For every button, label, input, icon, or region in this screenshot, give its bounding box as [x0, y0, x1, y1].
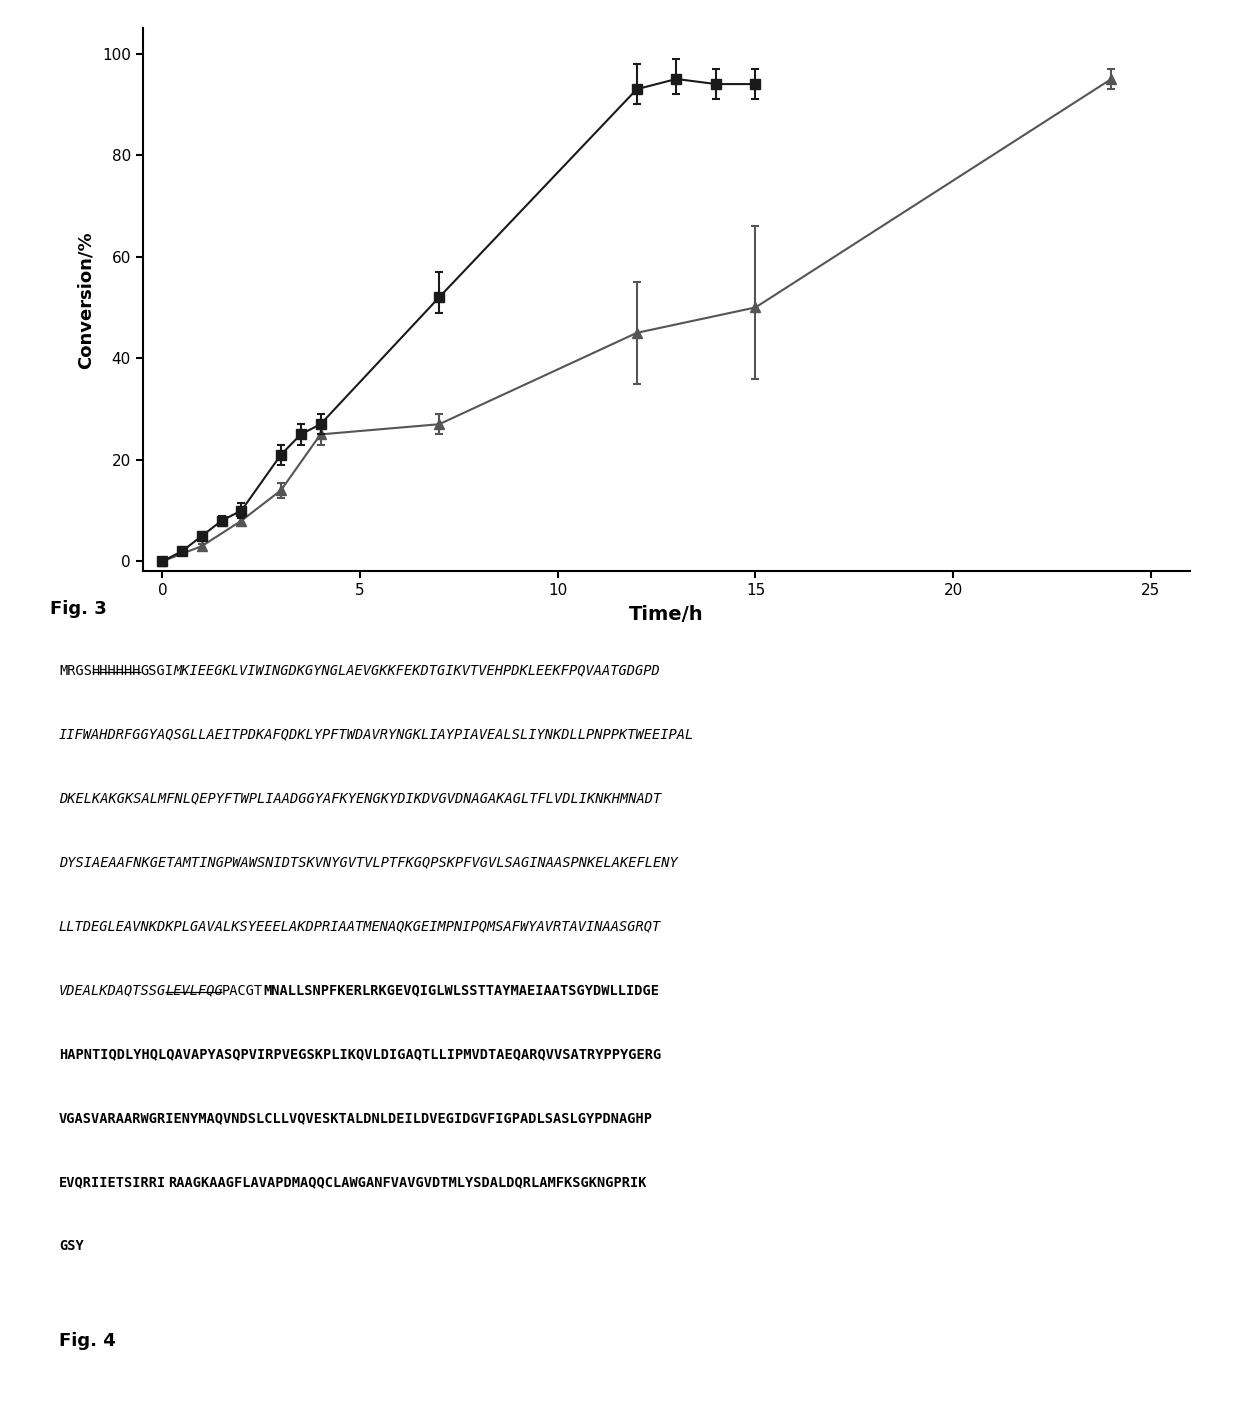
Y-axis label: Conversion/%: Conversion/% — [77, 231, 95, 368]
Text: HAPNTIQDLYHQLQAVAPYASQPVIRPVEGSKPLIKQVLDIGAQTLLIPMVDTAEQARQVVSATRYPPYGERG: HAPNTIQDLYHQLQAVAPYASQPVIRPVEGSKPLIKQVLD… — [60, 1047, 661, 1061]
Text: DKELKAKGKSALMFNLQEPYFTWPLIAADGGYAFKYENGKYDIKDVGVDNAGAKAGLTFLVDLIKNKHMNADT: DKELKAKGKSALMFNLQEPYFTWPLIAADGGYAFKYENGK… — [60, 792, 661, 806]
Text: PACGT: PACGT — [222, 983, 263, 998]
Text: VGASVARAARWGRIENYMAQVNDSLCLLVQVESKTALDNLDEILDVEGIDGVFIGPADLSASLGYPDNAGHP: VGASVARAARWGRIENYMAQVNDSLCLLVQVESKTALDNL… — [60, 1112, 653, 1126]
Text: Fig. 3: Fig. 3 — [50, 600, 107, 618]
Text: LEVLFQG: LEVLFQG — [165, 983, 223, 998]
X-axis label: Time/h: Time/h — [629, 605, 704, 624]
Text: Fig. 4: Fig. 4 — [60, 1332, 115, 1350]
Text: RAAGKAAGFLAVAPDMAQQCLAWGANFVAVGVDTMLYSDALDQRLAMFKSGKNGPRIK: RAAGKAAGFLAVAPDMAQQCLAWGANFVAVGVDTMLYSDA… — [169, 1175, 646, 1189]
Text: IIFWAHDRFGGYAQSGLLAEITPDKAFQDKLYPFTWDAVRYNGKLIAYPIAVEALSLIYNKDLLPNPPKTWEEIPAL: IIFWAHDRFGGYAQSGLLAEITPDKAFQDKLYPFTWDAVR… — [60, 728, 694, 742]
Text: LLTDEGLEAVNKDKPLGAVALKSYEEELAKDPRIAATMENAQKGEIMPNIPQMSAFWYAVRTAVINAASGRQT: LLTDEGLEAVNKDKPLGAVALKSYEEELAKDPRIAATMEN… — [60, 920, 661, 934]
Text: EVQRIIETSIRRI: EVQRIIETSIRRI — [60, 1175, 166, 1189]
Text: HHHHHH: HHHHHH — [92, 663, 141, 677]
Text: MNALLSNPFKERLRKGEVQIGLWLSSTTAYMAEIAATSGYDWLLIDGE: MNALLSNPFKERLRKGEVQIGLWLSSTTAYMAEIAATSGY… — [263, 983, 658, 998]
Text: DYSIAEAAFNKGETAMTINGPWAWSNIDTSKVNYGVTVLPTFKGQPSKPFVGVLSAGINAASPNKELAKEFLENY: DYSIAEAAFNKGETAMTINGPWAWSNIDTSKVNYGVTVLP… — [60, 855, 678, 869]
Text: GSY: GSY — [60, 1239, 83, 1253]
Text: MKIEEGKLVIWINGDKGYNGLAEVGKKFEKDTGIKVTVEHPDKLEEKFPQVAATGDGPD: MKIEEGKLVIWINGDKGYNGLAEVGKKFEKDTGIKVTVEH… — [174, 663, 660, 677]
Text: VDEALKDAQTSSG: VDEALKDAQTSSG — [60, 983, 166, 998]
Text: MRGS: MRGS — [60, 663, 92, 677]
Text: GSGI: GSGI — [140, 663, 174, 677]
